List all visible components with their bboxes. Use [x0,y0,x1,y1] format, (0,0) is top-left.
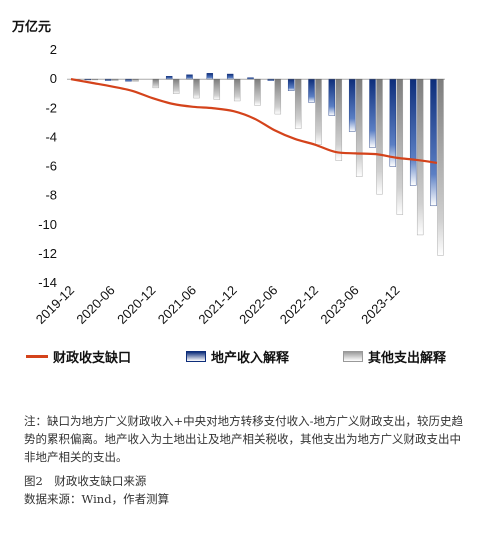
bar-property [348,78,356,132]
x-tick-label: 2021-12 [195,283,239,327]
bar-other [355,78,363,177]
x-tick-label: 2020-12 [114,283,158,327]
x-tick-label: 2020-06 [73,283,117,327]
unit-label: 万亿元 [12,19,52,34]
legend-swatch-line [26,355,48,358]
x-tick-label: 2023-12 [358,283,402,327]
bar-property [206,73,214,80]
y-tick-label: -14 [38,275,57,290]
bar-other [213,78,221,100]
bar-property [186,74,193,80]
y-tick-label: -4 [45,129,57,144]
figure-title: 图2 财政收支缺口来源 [24,474,147,488]
bar-other [152,78,160,89]
bar-property [308,78,315,103]
bar-property [165,76,173,80]
bar-property [389,78,397,167]
y-tick-label: -10 [38,217,57,232]
chart: 20-2-4-6-8-10-12-142019-122020-062020-12… [33,42,445,327]
y-tick-label: -12 [38,246,57,261]
legend-label-property: 地产收入解释 [211,350,290,365]
y-tick-label: -6 [45,159,57,174]
legend: 财政收支缺口 地产收入解释 其他支出解释 [0,347,495,367]
legend-item-gap: 财政收支缺口 [26,347,131,366]
legend-swatch-property [186,351,206,362]
bar-other [132,78,139,82]
gap-line [70,78,438,164]
bar-other [274,78,282,115]
bar-property [226,73,234,80]
bar-property [409,78,417,186]
bar-other [193,78,200,99]
bar-property [369,78,376,148]
y-tick-label: -8 [45,188,57,203]
bar-property [287,78,295,91]
bar-property [430,78,437,207]
x-tick-label: 2021-06 [155,283,199,327]
x-tick-label: 2022-12 [277,283,321,327]
bar-other [294,78,302,129]
bar-other [172,78,180,94]
bar-other [416,78,424,236]
y-tick-label: 2 [50,42,57,57]
bar-other [315,78,322,145]
bar-property [125,78,132,82]
x-tick-label: 2022-06 [236,283,280,327]
y-tick-label: -2 [45,100,57,115]
y-tick-label: 0 [50,71,57,86]
x-tick-label: 2023-06 [317,283,361,327]
bar-other [396,78,404,215]
legend-item-other: 其他支出解释 [343,347,446,366]
bar-other [376,78,383,195]
legend-label-gap: 财政收支缺口 [53,350,132,365]
bar-property [328,78,336,116]
bar-other [254,78,261,106]
figure-caption: 图2 财政收支缺口来源 数据来源：Wind，作者测算 [24,472,169,508]
bar-other [233,78,241,102]
legend-item-property: 地产收入解释 [186,347,289,366]
bar-other [335,78,343,161]
data-source: 数据来源：Wind，作者测算 [24,492,170,506]
legend-label-other: 其他支出解释 [368,350,447,365]
legend-swatch-other [343,351,363,362]
bar-other [437,78,444,256]
footnote: 注：缺口为地方广义财政收入+中央对地方转移支付收入-地方广义财政支出，较历史趋势… [24,414,464,464]
